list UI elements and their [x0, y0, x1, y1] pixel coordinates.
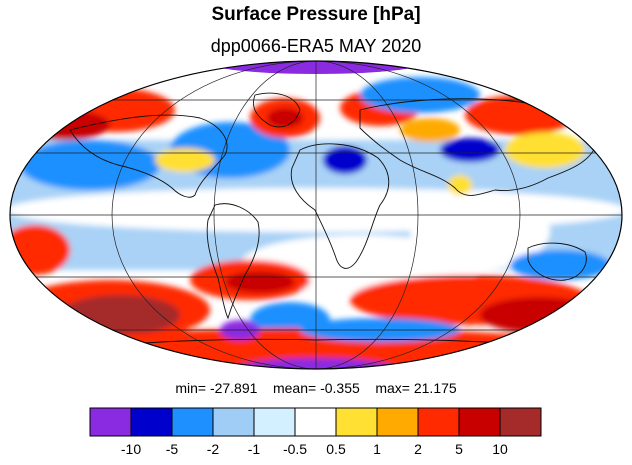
- colorbar-swatch: [212, 407, 255, 437]
- mean-label: mean=: [272, 380, 317, 396]
- colorbar-swatch: [171, 407, 214, 437]
- field-yellow-east-asia: [505, 132, 585, 168]
- coastline-australia: [527, 242, 587, 281]
- colorbar-swatch: [130, 407, 173, 437]
- field-darkred-southwest-pacific: [60, 295, 180, 335]
- colorbar-tick-label: 0.5: [326, 441, 346, 457]
- field-blue-north-pacific: [20, 140, 160, 190]
- max-label: max=: [375, 380, 410, 396]
- colorbar: [89, 407, 542, 437]
- colorbar-swatch: [417, 407, 460, 437]
- field-red-arctic-west: [20, 110, 110, 140]
- field-red-west-pacific: [10, 225, 70, 275]
- field-orange-europe: [400, 118, 460, 142]
- meridian-line: [111, 61, 521, 369]
- colorbar-tick-label: 1: [373, 441, 381, 457]
- coastline-africa: [290, 143, 390, 269]
- field-yellow-india: [448, 175, 472, 195]
- field-darkred-south-indian: [480, 297, 600, 333]
- max-value: 21.175: [413, 380, 457, 396]
- graticule: [10, 61, 622, 369]
- meridian-line: [213, 61, 419, 369]
- colorbar-tick-label: -5: [165, 441, 179, 457]
- colorbar-swatch: [253, 407, 296, 437]
- surface-pressure-map: [9, 60, 623, 370]
- colorbar-swatch: [89, 407, 132, 437]
- min-label: min=: [175, 380, 207, 396]
- coastline-south-america: [206, 203, 260, 320]
- colorbar-tick-label: -2: [206, 441, 220, 457]
- colorbar-tick-label: 10: [492, 441, 508, 457]
- map-subtitle: dpp0066-ERA5 MAY 2020: [210, 36, 422, 56]
- colorbar-tick-label: -0.5: [282, 441, 308, 457]
- colorbar-swatch: [294, 407, 337, 437]
- map-title: Surface Pressure [hPa]: [211, 4, 421, 25]
- coastline-greenland: [253, 92, 301, 128]
- colorbar-tick-label: -10: [120, 441, 142, 457]
- colorbar-swatch: [458, 407, 501, 437]
- colorbar-swatch: [335, 407, 378, 437]
- colorbar-tick-label: -1: [247, 441, 261, 457]
- field-yellow-north-america: [155, 148, 215, 172]
- field-darkred-greenland-core: [267, 108, 303, 128]
- statistics-line: min= -27.891 mean= -0.355 max= 21.175: [0, 380, 632, 396]
- field-purple-south-pole: [236, 358, 396, 369]
- field-red-east-asia: [465, 95, 575, 135]
- colorbar-swatch: [376, 407, 419, 437]
- colorbar-tick-label: 5: [455, 441, 463, 457]
- min-value: -27.891: [209, 380, 258, 396]
- coastline-eurasia: [359, 98, 597, 196]
- coastline-north-america: [69, 114, 228, 198]
- colorbar-swatch: [499, 407, 542, 437]
- colorbar-tick-label: 2: [414, 441, 422, 457]
- field-blue-africa: [323, 146, 367, 174]
- field-darkred-south-pacific-core: [225, 271, 295, 293]
- mean-value: -0.355: [320, 380, 360, 396]
- field-blue-australia: [510, 250, 610, 280]
- globe-outline: [9, 60, 623, 370]
- field-blue-tibet: [440, 138, 500, 162]
